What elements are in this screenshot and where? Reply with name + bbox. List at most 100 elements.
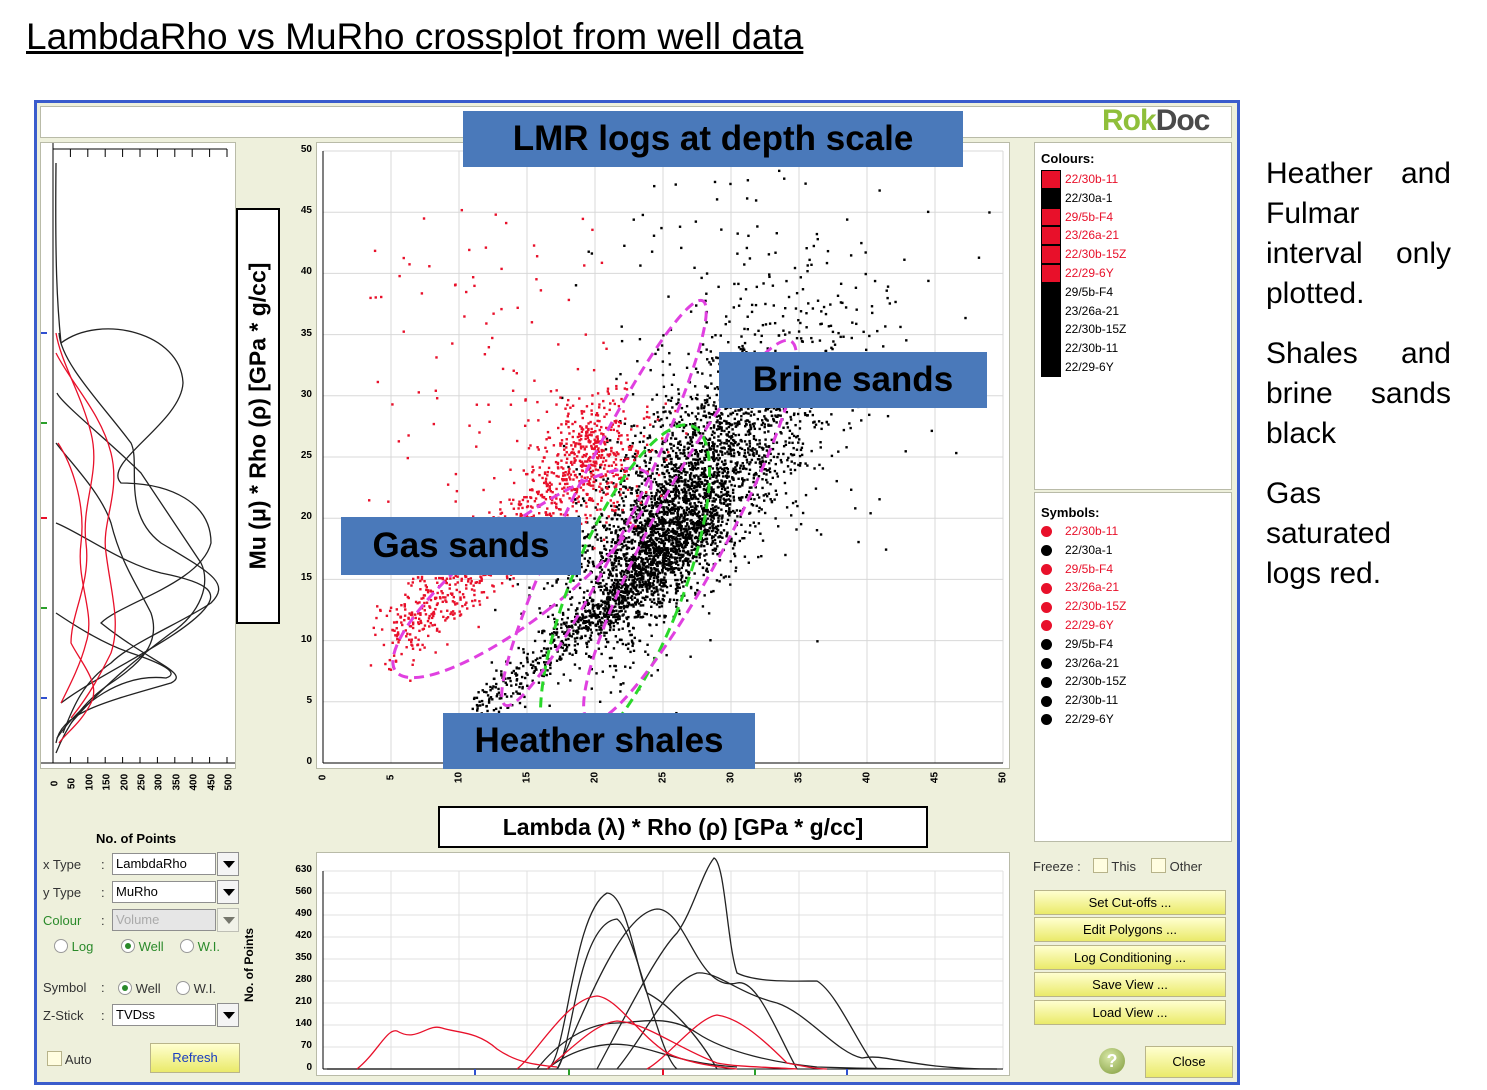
brine-shale-point — [807, 302, 810, 305]
brine-shale-point — [620, 517, 624, 521]
gas-sand-point — [582, 488, 585, 492]
brine-shale-point — [667, 557, 670, 561]
brine-shale-point — [624, 586, 628, 589]
brine-shale-point — [689, 468, 692, 471]
brine-shale-point — [674, 549, 677, 552]
brine-shale-point — [746, 478, 749, 481]
brine-shale-point — [765, 469, 769, 472]
brine-shale-point — [655, 500, 659, 504]
brine-shale-point — [682, 500, 686, 503]
brine-shale-point — [589, 612, 592, 615]
brine-shale-point — [763, 499, 766, 502]
brine-shale-point — [726, 503, 729, 506]
brine-shale-point — [659, 588, 662, 591]
brine-shale-point — [555, 659, 559, 662]
brine-shale-point — [784, 306, 787, 310]
gas-sand-point — [459, 596, 462, 599]
brine-shale-point — [661, 547, 664, 550]
brine-shale-point — [675, 539, 678, 542]
depth-log-plot[interactable] — [40, 142, 236, 769]
brine-shale-point — [757, 522, 761, 525]
brine-shale-point — [611, 593, 614, 596]
brine-shale-point — [650, 250, 654, 253]
gas-sand-point — [428, 625, 431, 628]
brine-shale-point — [720, 494, 723, 498]
brine-shale-point — [705, 400, 709, 404]
brine-shale-point — [717, 370, 720, 373]
brine-shale-point — [719, 443, 722, 446]
brine-shale-point — [701, 467, 704, 470]
brine-shale-point — [795, 448, 799, 451]
brine-shale-point — [624, 569, 628, 572]
brine-shale-point — [703, 594, 706, 597]
brine-shale-point — [717, 414, 721, 418]
brine-shale-point — [581, 614, 585, 617]
brine-shale-point — [668, 534, 671, 538]
brine-shale-point — [642, 541, 646, 545]
brine-shale-point — [591, 603, 595, 606]
brine-shale-point — [507, 677, 510, 680]
brine-shale-point — [674, 183, 677, 186]
brine-shale-point — [660, 551, 663, 554]
brine-shale-point — [647, 475, 650, 478]
brine-shale-point — [763, 431, 766, 434]
brine-shale-point — [619, 582, 622, 586]
crossplot-panel[interactable] — [316, 142, 1010, 769]
brine-shale-point — [688, 486, 691, 490]
brine-shale-point — [787, 295, 791, 299]
brine-shale-point — [671, 497, 674, 501]
brine-shale-point — [767, 430, 770, 433]
brine-shale-point — [721, 520, 724, 523]
brine-shale-point — [674, 474, 678, 477]
gas-sand-point — [563, 490, 566, 493]
brine-shale-point — [689, 477, 692, 481]
gas-sand-point — [590, 472, 593, 475]
brine-shale-point — [577, 515, 580, 519]
gas-sand-point — [478, 581, 481, 585]
brine-shale-point — [696, 588, 699, 592]
brine-shale-point — [627, 571, 631, 574]
brine-shale-point — [711, 504, 714, 507]
brine-shale-point — [492, 709, 496, 712]
brine-shale-point — [594, 624, 597, 627]
brine-shale-point — [665, 416, 669, 420]
brine-shale-point — [777, 414, 780, 417]
brine-shale-point — [694, 508, 698, 511]
brine-shale-point — [634, 581, 637, 584]
brine-shale-point — [688, 527, 691, 530]
brine-shale-point — [705, 553, 708, 556]
brine-shale-point — [637, 531, 640, 535]
brine-shale-point — [759, 340, 763, 344]
brine-shale-point — [715, 474, 719, 478]
brine-shale-point — [615, 573, 618, 576]
brine-shale-point — [782, 329, 785, 332]
brine-shale-point — [594, 479, 598, 482]
brine-shale-point — [647, 574, 650, 577]
brine-shale-point — [696, 461, 700, 464]
brine-shale-point — [568, 652, 571, 655]
brine-shale-point — [713, 180, 717, 184]
brine-shale-point — [671, 467, 675, 470]
brine-shale-point — [661, 442, 664, 446]
brine-shale-point — [614, 551, 617, 554]
brine-shale-point — [610, 517, 614, 520]
brine-shale-point — [725, 427, 728, 430]
brine-shale-point — [799, 522, 803, 526]
brine-shale-point — [715, 579, 719, 582]
gas-sand-point — [473, 593, 476, 597]
gas-sand-point — [475, 581, 479, 584]
brine-shale-point — [617, 491, 621, 494]
brine-shale-point — [662, 564, 665, 567]
brine-shale-point — [752, 413, 756, 416]
brine-shale-point — [696, 485, 699, 488]
brine-shale-point — [638, 509, 642, 512]
brine-shale-point — [605, 552, 609, 556]
brine-shale-point — [797, 441, 800, 444]
brine-shale-point — [724, 493, 727, 496]
brine-shale-point — [492, 685, 495, 688]
brine-shale-point — [720, 429, 723, 432]
brine-shale-point — [642, 546, 645, 549]
brine-shale-point — [694, 415, 697, 418]
gas-sand-point — [454, 603, 457, 606]
brine-shale-point — [772, 441, 775, 445]
